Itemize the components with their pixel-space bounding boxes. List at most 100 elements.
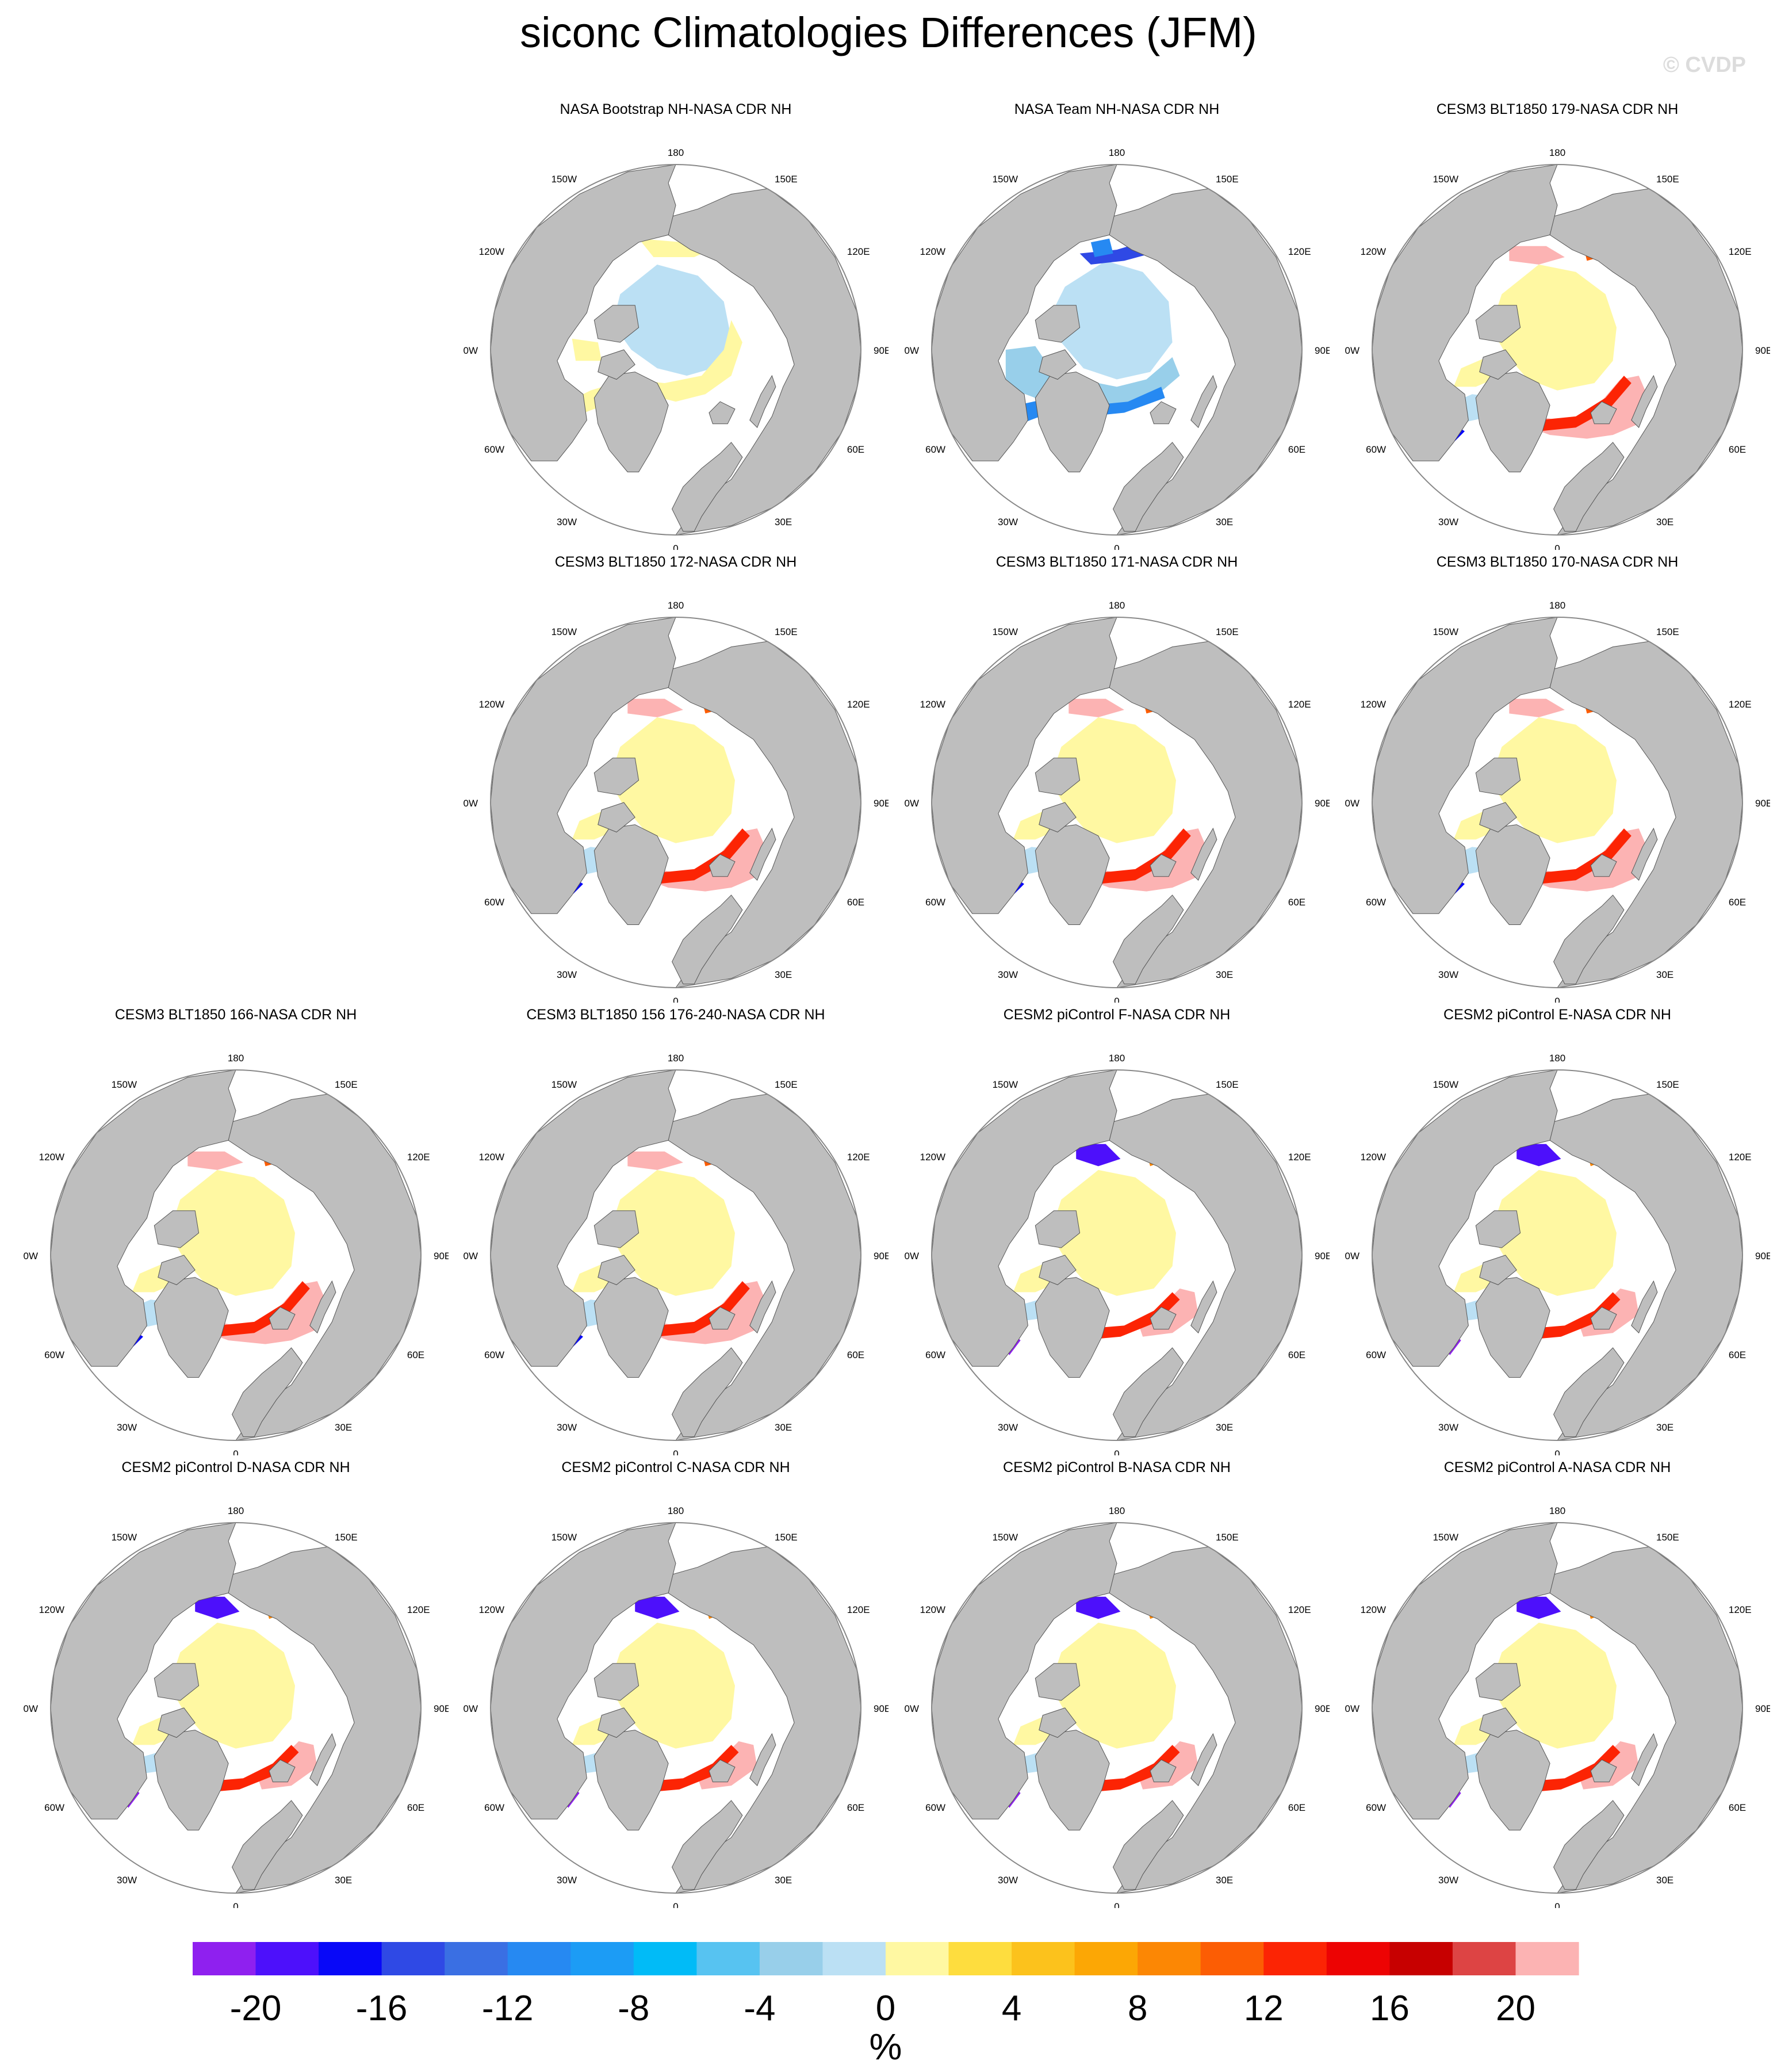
map-content	[932, 1070, 1302, 1440]
longitude-label: 0	[673, 1901, 678, 1908]
land-greenland	[1035, 1730, 1110, 1830]
colorbar: -20 -16 -12 -8 -4 0 4 8 12 16 20%	[193, 1942, 1579, 2067]
ice-difference-region	[1098, 828, 1191, 884]
longitude-label: 120W	[1361, 246, 1386, 257]
land-scandinavia	[1553, 442, 1625, 532]
longitude-label: 120W	[920, 1604, 945, 1615]
colorbar-cell	[822, 1942, 886, 1975]
land-archip1	[1475, 1210, 1521, 1248]
longitude-label: 90W	[904, 345, 919, 356]
ice-difference-region	[1538, 376, 1632, 431]
longitude-label: 30E	[1216, 1422, 1233, 1433]
map-panel: CESM2 piControl C-NASA CDR NH 180 150E 120E…	[463, 1459, 888, 1908]
longitude-label: 90W	[463, 1703, 478, 1714]
land-archip2	[1479, 1707, 1517, 1738]
land-namerica	[491, 1070, 676, 1367]
longitude-label: 60E	[1729, 444, 1746, 455]
land-novaya	[1190, 374, 1217, 429]
land-novaya	[749, 374, 776, 429]
ice-difference-region	[1050, 261, 1173, 380]
longitude-label: 150W	[112, 1079, 137, 1090]
longitude-label: 120W	[39, 1152, 64, 1163]
land-archip1	[154, 1663, 200, 1701]
polar-map: 180 150E 120E 90E 60E 30E 0 30W 60W 90W 120W 150W	[463, 1505, 888, 1908]
colorbar-cell	[1452, 1942, 1516, 1975]
land-greenland	[1475, 372, 1550, 472]
longitude-label: 90W	[1345, 1251, 1359, 1261]
colorbar-cell	[1138, 1942, 1201, 1975]
colorbar-cell	[381, 1942, 445, 1975]
colorbar-tick-label: 16	[1370, 1989, 1410, 2028]
land-namerica	[491, 1523, 676, 1819]
ice-difference-region	[1050, 1169, 1176, 1296]
longitude-label: 30W	[998, 517, 1018, 527]
longitude-label: 60E	[1288, 1350, 1305, 1360]
longitude-label: 30E	[335, 1875, 352, 1886]
longitude-label: 150W	[993, 1079, 1018, 1090]
longitude-label: 30W	[1438, 1875, 1458, 1886]
map-panel: CESM3 BLT1850 172-NASA CDR NH 180 150E 120E…	[463, 554, 888, 1003]
land-namerica	[932, 617, 1117, 914]
longitude-label: 60E	[407, 1350, 424, 1360]
longitude-label: 60W	[1366, 1350, 1386, 1360]
ice-difference-region	[609, 1169, 735, 1296]
ice-difference-region	[217, 1281, 310, 1337]
longitude-label: 30W	[1438, 517, 1458, 527]
land-archip2	[1039, 1255, 1077, 1286]
land-svalbard	[708, 854, 736, 877]
land-novaya	[1631, 374, 1658, 429]
longitude-label: 90E	[874, 1251, 888, 1261]
colorbar-cell	[507, 1942, 571, 1975]
longitude-label: 150E	[775, 626, 798, 637]
longitude-label: 120E	[407, 1604, 430, 1615]
longitude-label: 30W	[557, 1875, 577, 1886]
ice-difference-region	[1520, 1292, 1621, 1341]
longitude-label: 30W	[998, 969, 1018, 980]
longitude-label: 180	[668, 147, 684, 158]
land-svalbard	[269, 1306, 296, 1330]
polar-map: 180 150E 120E 90E 60E 30E 0 30W 60W 90W 120W 150W	[463, 147, 888, 550]
longitude-label: 150W	[1433, 174, 1458, 185]
longitude-label: 150W	[552, 174, 577, 185]
longitude-label: 60E	[847, 1802, 864, 1813]
map-panel: CESM3 BLT1850 171-NASA CDR NH 180 150E 120E…	[904, 554, 1330, 1003]
land-greenland	[593, 1277, 669, 1378]
longitude-label: 150E	[1216, 1532, 1239, 1543]
longitude-label: 180	[1109, 147, 1125, 158]
land-svalbard	[1150, 1759, 1177, 1783]
map-border	[490, 1522, 861, 1894]
map-content	[491, 165, 861, 535]
longitude-label: 30W	[998, 1875, 1018, 1886]
longitude-label: 150E	[335, 1079, 358, 1090]
longitude-label: 30E	[775, 1422, 792, 1433]
land-novaya	[749, 1733, 776, 1787]
longitude-label: 0	[1114, 543, 1119, 550]
longitude-label: 90W	[23, 1251, 38, 1261]
land-scandinavia	[1113, 894, 1184, 985]
land-svalbard	[708, 1306, 736, 1330]
land-archip1	[1475, 305, 1521, 343]
panel-title: NASA Team NH-NASA CDR NH	[1014, 101, 1220, 117]
longitude-label: 120E	[1288, 1152, 1311, 1163]
longitude-label: 30W	[1438, 969, 1458, 980]
panel-title: CESM2 piControl A-NASA CDR NH	[1443, 1459, 1671, 1475]
longitude-label: 150W	[552, 1532, 577, 1543]
land-namerica	[1372, 617, 1558, 914]
longitude-label: 90E	[874, 1703, 888, 1714]
panel-title: CESM3 BLT1850 166-NASA CDR NH	[114, 1007, 357, 1023]
longitude-label: 120W	[1361, 699, 1386, 710]
land-scandinavia	[672, 442, 743, 532]
ice-difference-region	[169, 1622, 295, 1749]
map-panel: CESM2 piControl B-NASA CDR NH 180 150E 120E…	[904, 1459, 1330, 1908]
cvdp-watermark: © CVDP	[1663, 53, 1746, 77]
polar-map: 180 150E 120E 90E 60E 30E 0 30W 60W 90W 120W 150W	[23, 1505, 449, 1908]
land-scandinavia	[1113, 1347, 1184, 1438]
map-panel: CESM2 piControl A-NASA CDR NH 180 150E 120E…	[1345, 1459, 1770, 1908]
longitude-label: 150E	[775, 174, 798, 185]
longitude-label: 150W	[993, 1532, 1018, 1543]
map-border	[490, 1069, 861, 1441]
longitude-label: 90E	[1755, 345, 1770, 356]
panel-title: CESM2 piControl B-NASA CDR NH	[1003, 1459, 1231, 1475]
longitude-label: 120W	[479, 246, 504, 257]
longitude-label: 90E	[874, 798, 888, 809]
